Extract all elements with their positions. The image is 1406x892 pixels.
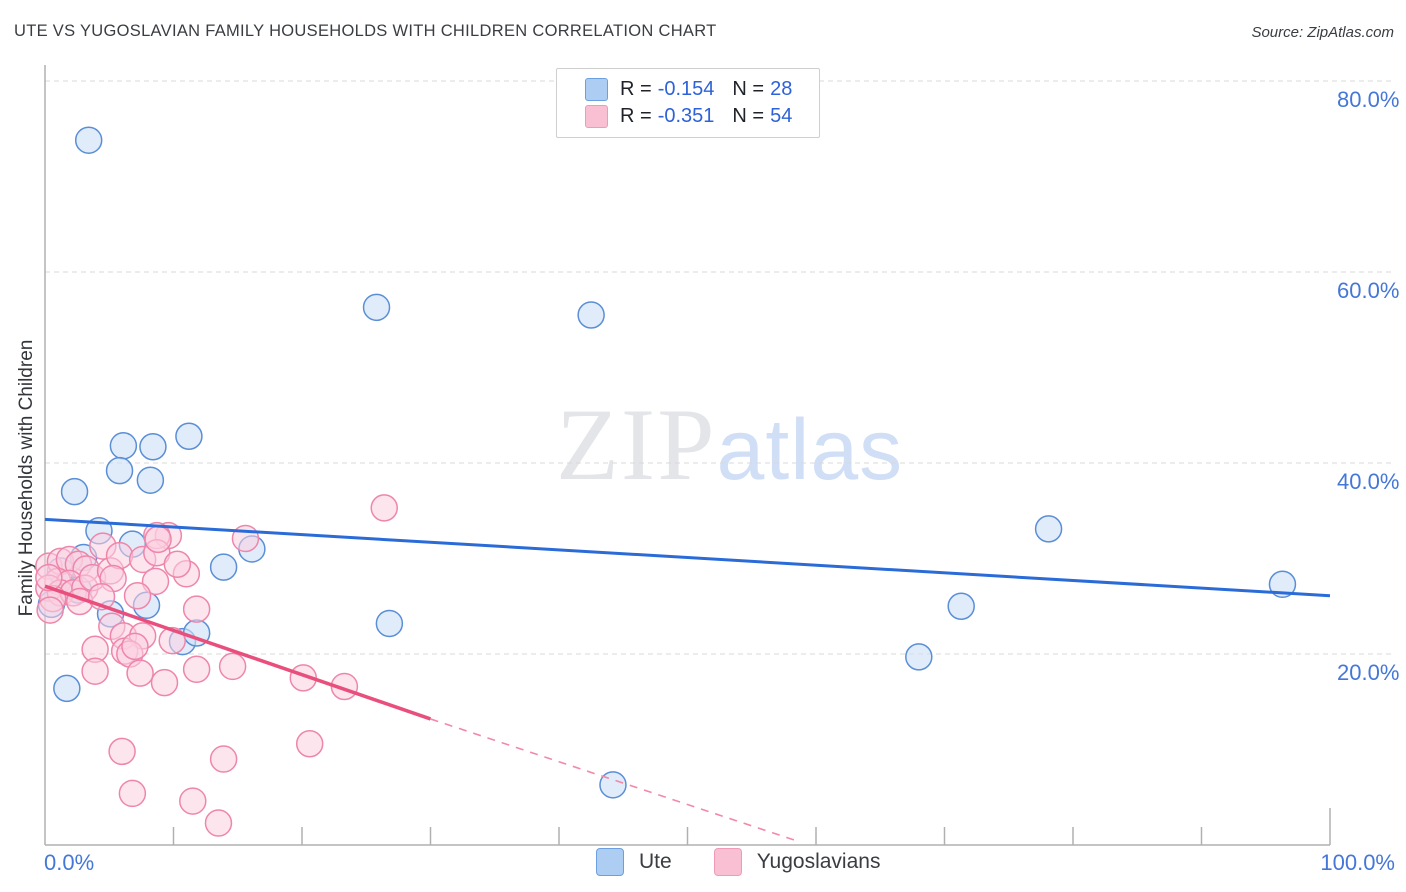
yugo-data-point[interactable] [35,563,63,592]
yugoslavians-legend-label: Yugoslavians [756,850,881,873]
yugo-data-point[interactable] [81,657,109,685]
correlation-legend-box: R = -0.154 N = 28 R = -0.351 N = 54 [556,68,820,138]
series-legend: Ute Yugoslavians [596,848,880,876]
y-axis-label: 60.0% [1337,278,1399,303]
n-value-yugoslavians: 54 [770,105,793,127]
ute-trend-line [44,517,1331,598]
ute-data-point[interactable] [139,433,167,461]
yugo-data-point[interactable] [182,655,211,684]
ute-data-point[interactable] [599,771,627,799]
yugo-data-point[interactable] [163,550,192,578]
yugo-data-point[interactable] [182,595,211,623]
yugo-data-point[interactable] [126,659,154,687]
yugo-data-point[interactable] [141,567,170,596]
yugoslavians-swatch-icon [585,105,608,128]
x-axis-max-label: 100.0% [1320,850,1395,875]
y-axis-label: 20.0% [1337,660,1399,685]
ute-data-point[interactable] [577,301,605,329]
yugo-data-point[interactable] [204,809,233,837]
source-label: Source: ZipAtlas.com [1251,24,1394,41]
yugoslavians-legend-swatch-icon [713,848,742,876]
yugo-trend-line [44,584,432,721]
ute-data-point[interactable] [105,456,134,485]
ute-data-point[interactable] [136,466,165,494]
yugo-data-point[interactable] [209,745,238,773]
y-axis-label: 40.0% [1337,469,1399,494]
n-label: N = [732,78,765,100]
r-label: R = [620,105,652,127]
yugo-data-point[interactable] [121,632,149,661]
y-axis-label: 80.0% [1337,87,1399,112]
ute-legend-swatch-icon [596,848,624,876]
n-label: N = [732,105,765,127]
yugo-data-point[interactable] [218,652,247,681]
r-value-ute: -0.154 [657,78,715,100]
ute-data-point[interactable] [375,609,404,638]
ute-legend-label: Ute [639,850,672,873]
legend-row-ute: R = -0.154 N = 28 [585,76,819,103]
ute-swatch-icon [585,78,608,101]
n-value-ute: 28 [770,78,793,100]
yugo-data-point[interactable] [179,787,207,815]
ute-data-point[interactable] [109,432,138,460]
legend-row-yugoslavians: R = -0.351 N = 54 [585,103,819,130]
yugo-data-point[interactable] [105,541,134,570]
ute-data-point[interactable] [1268,570,1297,599]
yugo-data-point[interactable] [295,730,324,758]
page-title: UTE VS YUGOSLAVIAN FAMILY HOUSEHOLDS WIT… [14,22,717,40]
ute-data-point[interactable] [74,126,103,154]
yugo-data-point[interactable] [36,596,64,624]
yugo-data-point[interactable] [108,737,136,766]
ute-data-point[interactable] [60,477,89,506]
yugo-data-point[interactable] [150,668,179,697]
ute-data-point[interactable] [209,553,238,581]
ute-data-point[interactable] [362,293,391,322]
ute-data-point[interactable] [947,592,975,620]
yugo-trend-line-extension [430,718,801,843]
r-label: R = [620,78,652,100]
ute-data-point[interactable] [175,422,203,451]
ute-data-point[interactable] [1034,515,1063,543]
ute-data-point[interactable] [905,643,933,671]
yugo-data-point[interactable] [118,779,147,808]
ute-data-point[interactable] [53,674,81,703]
r-value-yugoslavians: -0.351 [657,105,715,127]
yugo-data-point[interactable] [123,581,152,610]
x-axis-min-label: 0.0% [44,850,95,875]
yugo-data-point[interactable] [144,525,172,554]
yugo-data-point[interactable] [370,494,398,522]
yugo-data-point[interactable] [158,626,186,655]
